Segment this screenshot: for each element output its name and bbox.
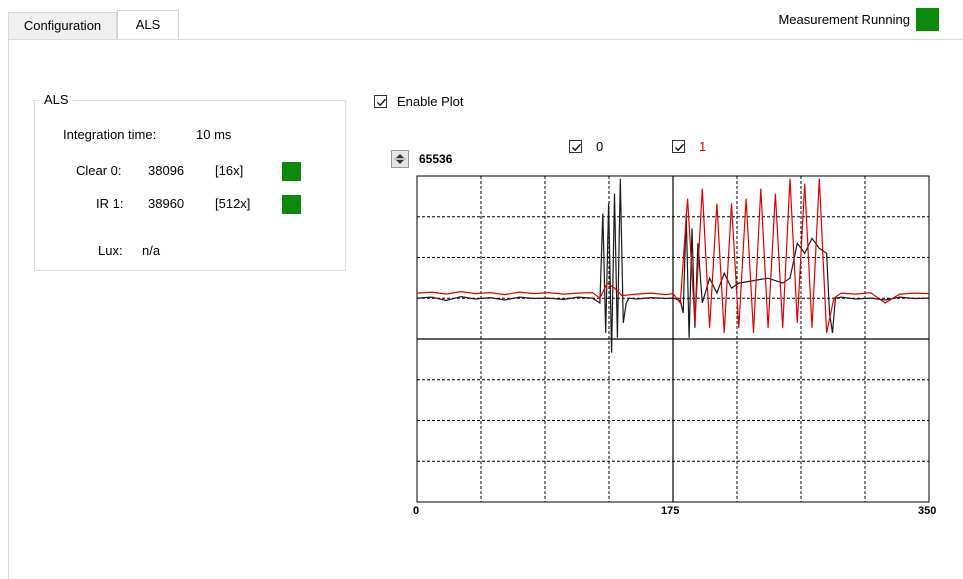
series-0-line (416, 178, 930, 353)
lux-value: n/a (142, 243, 161, 258)
clear-channel-indicator (282, 162, 301, 181)
als-group-title: ALS (40, 92, 73, 107)
x-tick-min: 0 (413, 505, 420, 517)
y-scale-spinner[interactable] (391, 150, 409, 168)
spinner-arrows-icon (394, 154, 406, 164)
checkmark-icon (377, 98, 387, 107)
series-1-line (416, 178, 930, 334)
plot-series (416, 178, 930, 353)
x-tick-mid: 175 (661, 505, 680, 517)
clear-channel-gain: [16x] (215, 163, 244, 178)
checkmark-icon (572, 143, 582, 152)
series-1-checkbox[interactable] (672, 140, 685, 153)
measurement-status: Measurement Running (778, 8, 939, 31)
tab-configuration[interactable]: Configuration (8, 12, 117, 39)
ir-channel-gain: [512x] (215, 196, 251, 211)
checkmark-icon (675, 143, 685, 152)
lux-label: Lux: (98, 243, 123, 258)
plot-grid (417, 176, 929, 502)
tab-divider (8, 39, 963, 40)
x-tick-max: 350 (918, 505, 937, 517)
ir-channel-indicator (282, 195, 301, 214)
tab-strip: Configuration ALS (0, 0, 963, 40)
y-max-value: 65536 (419, 152, 453, 166)
ir-channel-label: IR 1: (96, 196, 124, 211)
clear-channel-value: 38096 (148, 163, 185, 178)
ir-channel-value: 38960 (148, 196, 185, 211)
clear-channel-label: Clear 0: (76, 163, 122, 178)
series-0-checkbox[interactable] (569, 140, 582, 153)
panel-border (8, 40, 9, 579)
measurement-status-label: Measurement Running (778, 12, 910, 27)
series-1-label: 1 (699, 139, 707, 154)
als-groupbox (34, 100, 346, 271)
enable-plot-checkbox[interactable] (374, 95, 387, 108)
series-0-label: 0 (596, 139, 604, 154)
enable-plot-label: Enable Plot (397, 94, 464, 109)
integration-time-label: Integration time: (63, 127, 157, 142)
tab-als[interactable]: ALS (117, 10, 179, 39)
measurement-status-indicator (916, 8, 939, 31)
integration-time-value: 10 ms (196, 127, 232, 142)
